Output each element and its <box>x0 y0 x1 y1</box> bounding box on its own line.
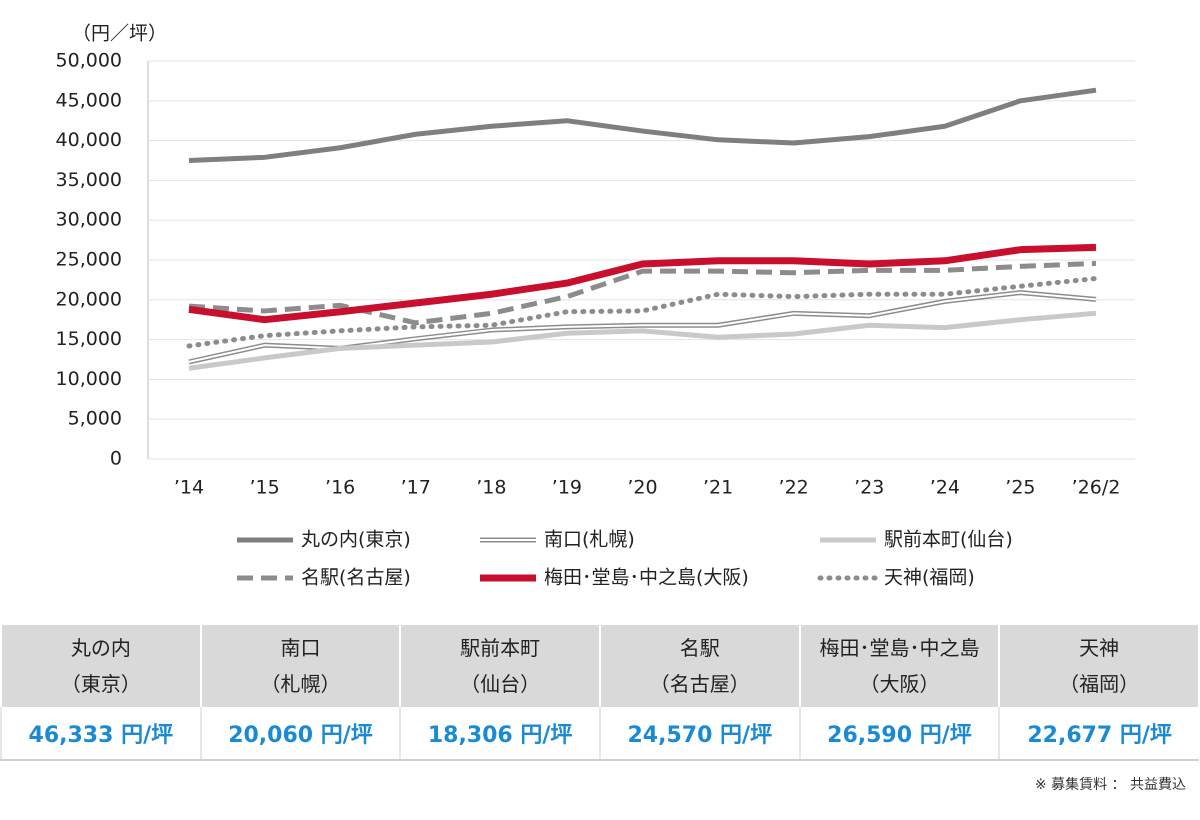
y-tick-label: 15,000 <box>56 328 122 350</box>
legend-label: 天神(福岡) <box>884 567 975 589</box>
x-tick-label: ’26/2 <box>1072 477 1121 499</box>
x-tick-label: ’23 <box>854 477 884 499</box>
header-text: 丸の内 <box>70 636 131 660</box>
y-tick-label: 20,000 <box>56 288 122 310</box>
x-tick-label: ’14 <box>174 477 204 499</box>
y-axis-label: （円／坪） <box>72 23 167 45</box>
table-value: 22,677 円/坪 <box>998 707 1199 761</box>
x-tick-label: ’24 <box>930 477 960 499</box>
table-header: 駅前本町 （仙台） <box>399 625 601 707</box>
header-text: （札幌） <box>260 672 341 696</box>
header-text: （仙台） <box>460 672 541 696</box>
table-header: 丸の内 （東京） <box>0 625 202 707</box>
y-tick-label: 30,000 <box>56 209 122 231</box>
note: ※ 募集賃料 ： 共益費込 <box>1034 777 1186 793</box>
x-tick-label: ’20 <box>627 477 657 499</box>
x-tick-label: ’16 <box>325 477 355 499</box>
x-tick-label: ’21 <box>703 477 733 499</box>
header-text: 名駅 <box>679 636 720 660</box>
line <box>188 87 1097 163</box>
x-tick-label: ’19 <box>552 477 582 499</box>
header-text: （大阪） <box>859 672 940 696</box>
y-tick-label: 10,000 <box>56 368 122 390</box>
table-header: 名駅 （名古屋） <box>598 625 801 707</box>
table-value: 46,333 円/坪 <box>0 707 201 761</box>
header-text: 駅前本町 <box>460 636 541 660</box>
x-tick-label: ’22 <box>779 477 809 499</box>
header-text: （東京） <box>60 672 141 696</box>
legend-label: 南口(札幌) <box>544 529 635 551</box>
summary-table: 丸の内 （東京） 南口 （札幌） 駅前本町 （仙台） 名駅 （名古屋） 梅田･堂島･中之島 （大阪… <box>0 625 1200 761</box>
line <box>188 310 1097 371</box>
legend-label: 名駅(名古屋) <box>301 567 411 589</box>
table-value: 18,306 円/坪 <box>399 707 600 761</box>
y-tick-label: 35,000 <box>56 169 122 191</box>
y-tick-label: 45,000 <box>56 89 122 111</box>
x-tick-label: ’25 <box>1005 477 1035 499</box>
x-tick-label: ’18 <box>476 477 506 499</box>
header-text: 梅田･堂島･中之島 <box>819 636 980 660</box>
header-text: （福岡） <box>1059 672 1140 696</box>
legend-label: 梅田･堂島･中之島(大阪) <box>544 567 749 589</box>
table-value: 20,060 円/坪 <box>199 707 401 761</box>
table-header: 天神 （福岡） <box>998 625 1200 707</box>
line <box>186 275 1099 349</box>
table-value: 26,590 円/坪 <box>798 707 1000 761</box>
chart: （円／坪） 0 5,000 10,000 15,000 20,000 25,000 30,0… <box>56 23 1135 589</box>
header-text: （名古屋） <box>649 672 750 696</box>
legend-label: 丸の内(東京) <box>301 529 411 551</box>
table-value: 24,570 円/坪 <box>598 707 800 761</box>
y-tick-label: 50,000 <box>56 50 122 72</box>
x-tick-label: ’15 <box>249 477 279 499</box>
line <box>188 243 1097 324</box>
x-tick-label: ’17 <box>401 477 431 499</box>
y-tick-label: 40,000 <box>56 129 122 151</box>
y-tick-label: 5,000 <box>68 408 122 430</box>
line <box>188 260 1097 326</box>
y-tick-label: 0 <box>110 448 122 470</box>
legend-label: 駅前本町(仙台) <box>884 529 1013 551</box>
table-header: 南口 （札幌） <box>199 625 402 707</box>
table-header: 梅田･堂島･中之島 （大阪） <box>798 625 1001 707</box>
header-text: 天神 <box>1079 636 1120 660</box>
y-tick-label: 25,000 <box>56 249 122 271</box>
header-text: 南口 <box>280 636 321 660</box>
